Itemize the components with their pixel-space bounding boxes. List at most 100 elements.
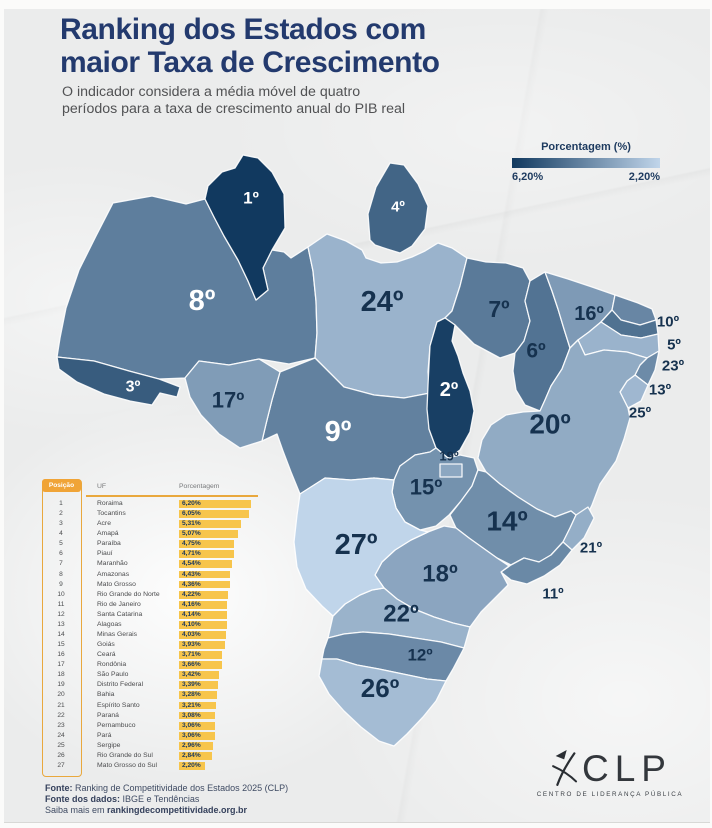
row-percent: 4,03%: [182, 631, 201, 639]
row-percent: 6,20%: [182, 500, 201, 507]
row-uf: Maranhão: [97, 560, 128, 568]
row-percent: 5,07%: [182, 530, 201, 538]
state-rank-label-MS: 27º: [335, 529, 378, 561]
state-rank-label-PB: 5º: [667, 337, 681, 354]
row-percent: 3,06%: [182, 731, 201, 739]
state-shape-RO: [184, 358, 281, 449]
state-rank-label-RN: 10º: [657, 314, 680, 331]
state-rank-label-SE: 25º: [629, 405, 652, 422]
color-legend: Porcentagem (%) 6,20% 2,20%: [512, 141, 660, 183]
state-shape-MA: [444, 257, 531, 359]
row-uf: Amapá: [97, 530, 119, 538]
row-position: 21: [57, 701, 65, 709]
table-row: 26 Rio Grande do Sul 2,84%: [40, 751, 262, 761]
table-row: 21 Espírito Santo 3,21%: [40, 701, 262, 711]
row-position: 8: [59, 570, 63, 578]
page-subtitle: O indicador considera a média móvel de q…: [62, 84, 482, 117]
state-rank-label-AL: 13º: [649, 382, 672, 399]
row-position: 2: [59, 510, 63, 518]
table-row: 13 Alagoas 4,10%: [40, 620, 262, 630]
row-percent: 4,22%: [182, 590, 201, 598]
table-row: 1 Roraima 6,20%: [40, 499, 262, 509]
percent-bar: 4,10%: [179, 620, 227, 629]
state-rank-label-MA: 7º: [488, 296, 509, 322]
table-row: 9 Mato Grosso 4,36%: [40, 580, 262, 590]
state-rank-label-AC: 3º: [126, 379, 141, 396]
percent-bar: 3,08%: [179, 711, 215, 720]
clp-figure-icon: [552, 750, 578, 786]
row-percent: 2,96%: [182, 741, 201, 749]
row-position: 4: [59, 530, 63, 538]
row-position: 6: [59, 550, 63, 558]
state-rank-label-SP: 18º: [422, 561, 458, 588]
row-uf: Paraíba: [97, 540, 121, 548]
state-rank-label-PA: 24º: [361, 286, 404, 318]
row-uf: Rio de Janeiro: [97, 600, 141, 608]
row-position: 5: [59, 540, 63, 548]
row-uf: Pará: [97, 731, 112, 739]
row-percent: 2,84%: [182, 751, 201, 759]
percent-bar: 5,07%: [179, 530, 238, 539]
row-percent: 3,66%: [182, 661, 201, 669]
table-row: 20 Bahia 3,28%: [40, 690, 262, 700]
row-position: 16: [57, 651, 65, 659]
row-position: 1: [59, 500, 63, 507]
row-position: 9: [59, 580, 63, 588]
state-rank-label-PR: 22º: [383, 601, 419, 628]
state-shape-DF: [439, 463, 463, 478]
learn-more-link: rankingdecompetitividade.org.br: [107, 804, 248, 815]
row-percent: 4,36%: [182, 580, 201, 588]
row-uf: Santa Catarina: [97, 610, 143, 618]
table-row: 12 Santa Catarina 4,14%: [40, 610, 262, 620]
legend-labels: 6,20% 2,20%: [512, 171, 660, 183]
row-uf: Amazonas: [97, 570, 130, 578]
row-percent: 5,31%: [182, 520, 201, 528]
state-rank-label-TO: 2º: [440, 379, 458, 401]
state-shape-BA: [477, 339, 648, 523]
state-rank-label-PI: 6º: [526, 340, 546, 363]
legend-min-label: 2,20%: [628, 171, 660, 183]
row-percent: 3,21%: [182, 701, 201, 709]
table-row: 25 Sergipe 2,96%: [40, 741, 262, 751]
row-position: 26: [57, 751, 65, 759]
row-position: 18: [57, 671, 65, 679]
state-rank-label-BA: 20º: [529, 409, 570, 440]
row-uf: São Paulo: [97, 671, 129, 679]
percent-bar: 4,36%: [179, 580, 230, 589]
row-uf: Minas Gerais: [97, 631, 138, 639]
percent-bar: 4,75%: [179, 540, 235, 549]
footer-sources: Fonte: Ranking de Competitividade dos Es…: [45, 783, 288, 815]
table-row: 6 Piauí 4,71%: [40, 549, 262, 559]
row-uf: Pernambuco: [97, 721, 136, 729]
row-position: 22: [57, 711, 65, 719]
data-source-label: Fonte dos dados:: [45, 793, 120, 804]
table-row: 17 Rondônia 3,66%: [40, 660, 262, 670]
source-text: Ranking de Competitividade dos Estados 2…: [72, 783, 289, 793]
row-percent: 3,42%: [182, 671, 201, 679]
percent-bar: 3,93%: [179, 641, 225, 649]
row-percent: 2,20%: [182, 762, 201, 770]
row-percent: 4,14%: [182, 610, 201, 618]
table-row: 2 Tocantins 6,05%: [40, 509, 262, 519]
column-header-position: Posição: [42, 479, 81, 492]
data-source-text: IBGE e Tendências: [120, 793, 200, 804]
row-position: 27: [57, 762, 65, 770]
page-header: Ranking dos Estados com maior Taxa de Cr…: [60, 13, 440, 79]
row-uf: Ceará: [97, 651, 116, 659]
table-row: 19 Distrito Federal 3,39%: [40, 680, 262, 690]
percent-bar: 3,21%: [179, 701, 217, 710]
percent-bar: 4,54%: [179, 560, 232, 569]
percent-bar: 3,42%: [179, 671, 219, 680]
row-percent: 3,06%: [182, 721, 201, 729]
legend-max-label: 6,20%: [512, 171, 544, 183]
clp-logo-subtitle: CENTRO DE LIDERANÇA PÚBLICA: [536, 791, 684, 798]
row-uf: Rondônia: [97, 661, 127, 669]
row-uf: Roraima: [97, 500, 123, 507]
percent-bar: 3,06%: [179, 731, 215, 740]
row-percent: 4,54%: [182, 560, 201, 568]
state-shape-MS: [293, 477, 429, 617]
row-position: 13: [57, 620, 65, 628]
percent-bar: 6,20%: [179, 500, 251, 508]
